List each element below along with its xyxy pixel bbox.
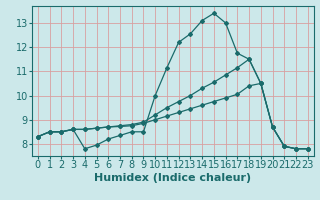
X-axis label: Humidex (Indice chaleur): Humidex (Indice chaleur) — [94, 173, 252, 183]
